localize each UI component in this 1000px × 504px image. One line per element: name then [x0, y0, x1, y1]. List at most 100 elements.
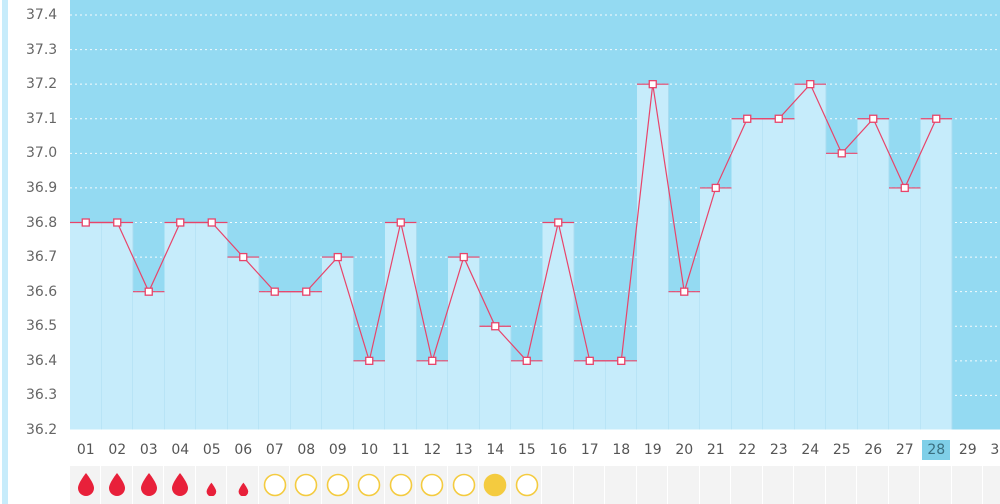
x-tick-current-day[interactable]: 28 — [922, 440, 951, 460]
temperature-point — [428, 356, 437, 365]
temperature-point — [270, 287, 279, 296]
y-tick-label: 36.6 — [26, 283, 58, 300]
day-marker-cell[interactable] — [732, 466, 763, 504]
day-marker-cell[interactable] — [133, 466, 164, 504]
day-marker-cell[interactable] — [795, 466, 826, 504]
day-marker-cell[interactable] — [228, 466, 259, 504]
x-tick-label[interactable]: 20 — [675, 442, 694, 458]
y-tick-label: 36.2 — [26, 422, 58, 438]
x-tick-label[interactable]: 02 — [108, 442, 127, 458]
temperature-point — [302, 287, 311, 296]
day-marker-cell[interactable] — [763, 466, 794, 504]
bar-day-21 — [700, 187, 732, 430]
day-marker-cell[interactable] — [511, 466, 542, 504]
temperature-point — [648, 80, 657, 89]
day-marker-cell[interactable] — [574, 466, 605, 504]
day-marker-cell[interactable] — [480, 466, 511, 504]
day-marker-cell[interactable] — [196, 466, 227, 504]
x-tick-label[interactable]: 09 — [328, 442, 347, 458]
bar-day-09 — [322, 257, 354, 430]
y-axis-area — [14, 0, 70, 460]
day-marker-cell[interactable] — [448, 466, 479, 504]
x-tick-label[interactable]: 12 — [423, 442, 442, 458]
bar-day-15 — [511, 360, 543, 430]
day-marker-cell[interactable] — [322, 466, 353, 504]
day-marker-cell[interactable] — [606, 466, 637, 504]
x-tick-label[interactable]: 23 — [769, 442, 788, 458]
cycle-marker-row — [70, 466, 1000, 504]
day-marker-cell[interactable] — [259, 466, 290, 504]
day-marker-cell[interactable] — [102, 466, 133, 504]
left-edge-strip — [0, 0, 14, 504]
x-tick-label[interactable]: 19 — [643, 442, 662, 458]
x-tick-label[interactable]: 17 — [580, 442, 599, 458]
x-tick-label[interactable]: 24 — [801, 442, 820, 458]
bar-day-11 — [385, 222, 417, 430]
y-tick-label: 36.3 — [26, 387, 58, 404]
bar-day-13 — [448, 257, 480, 430]
circle-icon — [326, 473, 350, 497]
temperature-line — [85, 83, 937, 364]
day-marker-cell[interactable] — [700, 466, 731, 504]
x-tick-label[interactable]: 10 — [360, 442, 379, 458]
x-tick-label[interactable]: 05 — [202, 442, 221, 458]
temperature-point — [239, 252, 248, 262]
y-tick-label: 37.2 — [26, 76, 58, 93]
x-tick-label[interactable]: 06 — [234, 442, 253, 458]
temperature-point — [774, 114, 783, 123]
x-tick-label[interactable]: 08 — [297, 442, 316, 458]
x-tick-label[interactable]: 26 — [864, 442, 883, 458]
y-tick-label: 37.3 — [26, 41, 58, 58]
day-marker-cell[interactable] — [385, 466, 416, 504]
temperature-point — [743, 114, 752, 123]
day-marker-cell[interactable] — [417, 466, 448, 504]
x-tick-label[interactable]: 18 — [612, 442, 631, 458]
day-marker-cell[interactable] — [70, 466, 101, 504]
y-tick-label: 36.9 — [26, 179, 58, 196]
y-tick-label: 36.8 — [26, 214, 58, 231]
day-marker-cell[interactable] — [543, 466, 574, 504]
x-tick-label[interactable]: 11 — [391, 442, 410, 458]
x-tick-label[interactable]: 16 — [549, 442, 568, 458]
x-tick-label[interactable]: 25 — [832, 442, 851, 458]
day-marker-cell[interactable] — [984, 466, 1000, 504]
day-marker-cell[interactable] — [669, 466, 700, 504]
x-tick-label[interactable]: 29 — [958, 442, 977, 458]
x-tick-label[interactable]: 01 — [76, 442, 95, 458]
light-drop-icon — [206, 482, 217, 496]
x-tick-label[interactable]: 13 — [454, 442, 473, 458]
bar-day-07 — [259, 291, 291, 430]
temperature-point — [806, 80, 815, 89]
day-marker-cell[interactable] — [826, 466, 857, 504]
y-tick-label: 37.1 — [26, 110, 58, 127]
x-tick-label[interactable]: 07 — [265, 442, 284, 458]
bar-day-04 — [164, 222, 196, 430]
day-marker-cell[interactable] — [921, 466, 952, 504]
x-tick-label[interactable]: 04 — [171, 442, 190, 458]
bar-day-05 — [196, 222, 228, 430]
temperature-point — [680, 287, 689, 296]
temperature-point — [585, 356, 594, 365]
day-marker-cell[interactable] — [291, 466, 322, 504]
x-tick-label[interactable]: 22 — [738, 442, 757, 458]
temperature-point — [81, 218, 90, 227]
x-tick-label[interactable]: 21 — [706, 442, 725, 458]
x-tick-label[interactable]: 14 — [486, 442, 505, 458]
x-tick-label[interactable]: 27 — [895, 442, 914, 458]
bar-day-20 — [668, 291, 700, 430]
day-marker-cell[interactable] — [858, 466, 889, 504]
temperature-point — [900, 183, 909, 193]
x-tick-label[interactable]: 03 — [139, 442, 158, 458]
temperature-point — [491, 322, 500, 331]
bar-day-27 — [889, 187, 921, 430]
x-tick-label[interactable]: 15 — [517, 442, 536, 458]
day-marker-cell[interactable] — [637, 466, 668, 504]
day-marker-cell[interactable] — [354, 466, 385, 504]
temperature-point — [176, 218, 185, 227]
day-marker-cell[interactable] — [889, 466, 920, 504]
day-marker-cell[interactable] — [952, 466, 983, 504]
y-tick-label: 36.4 — [26, 352, 58, 369]
circle-icon — [294, 473, 318, 497]
day-marker-cell[interactable] — [165, 466, 196, 504]
x-tick-label[interactable]: 30 — [990, 442, 1000, 458]
